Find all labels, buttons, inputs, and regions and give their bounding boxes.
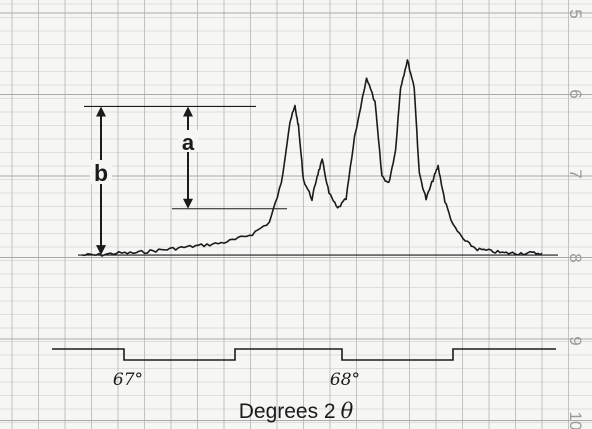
- series-line: [81, 59, 543, 257]
- annotation-b-label: b: [94, 160, 108, 186]
- arrow-b-label-bg: [90, 160, 112, 184]
- annotation-a-label: a: [182, 130, 195, 155]
- arrow-b-head-down: [96, 245, 106, 256]
- angle-marker-trace: [52, 348, 556, 361]
- arrow-b-head-up: [96, 106, 106, 117]
- x-marker-label: 68°: [330, 370, 360, 390]
- x-axis-label-symbol: θ: [341, 399, 354, 423]
- right-scale-label: 6: [566, 89, 585, 98]
- right-scale-label: 5: [566, 9, 585, 18]
- baseline-group: [78, 105, 558, 256]
- right-scale-label: 9: [566, 336, 585, 345]
- right-scale-label: 10: [566, 412, 585, 429]
- arrow-a-head-up: [183, 106, 193, 117]
- x-marker-label: 67°: [113, 370, 143, 390]
- x-axis-label-text: Degrees 2: [239, 400, 336, 423]
- arrow-a-head-down: [183, 198, 193, 209]
- angle-marker-labels: 67° 68°: [113, 370, 360, 390]
- right-scale-label: 8: [566, 253, 585, 262]
- right-scale-label: 7: [566, 169, 585, 178]
- arrow-a-label-bg: [178, 130, 198, 152]
- annotation-group: ab: [90, 106, 198, 256]
- angle-marker-step-line: [52, 348, 556, 361]
- right-scale: 5 6 7 8 9 10: [566, 9, 585, 429]
